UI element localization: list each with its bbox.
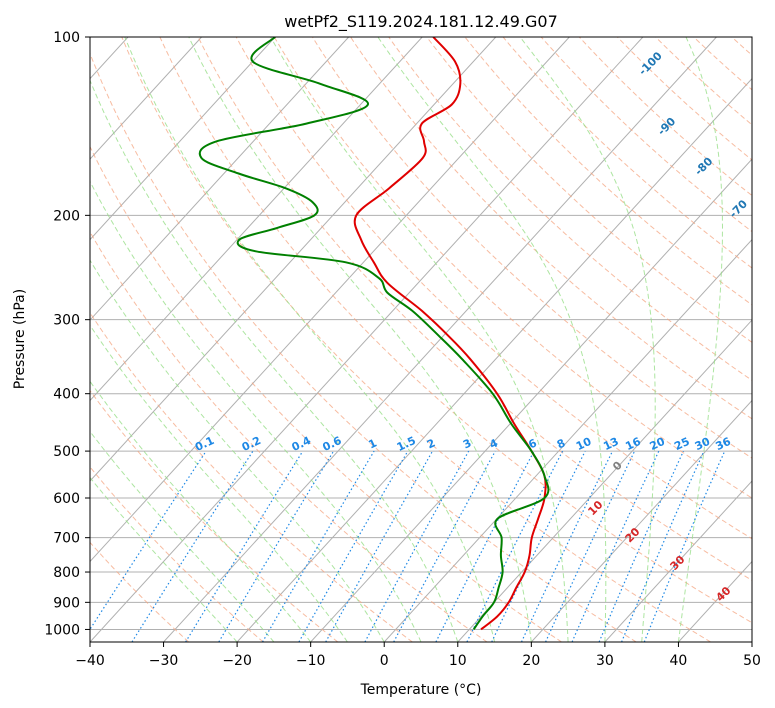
dry-adiabat (273, 37, 752, 499)
y-axis-label: Pressure (hPa) (12, 289, 28, 389)
dry-adiabat (90, 389, 339, 642)
plot-frame (89, 36, 753, 643)
dewpoint-line (198, 37, 550, 630)
dry-adiabat (197, 37, 752, 581)
plot-area: 0.1 0.2 0.4 0.6 1 1.5 2 3 4 6 8 10 13 16 20 25 30 36-100-… (90, 37, 752, 642)
isotherm--70 (90, 37, 423, 402)
y-tick-label: 100 (53, 30, 80, 46)
y-tick-label: 500 (53, 444, 80, 460)
mixing-ratio-label: 30 (693, 435, 713, 453)
x-axis-label: Temperature (°C) (360, 682, 482, 698)
moist-adiabat (90, 476, 238, 642)
mixing-ratio-label: 36 (714, 435, 734, 453)
mixing-ratio-label: 25 (672, 435, 691, 453)
mixing-ratio-label: 13 (601, 435, 620, 453)
dry-adiabat (388, 37, 752, 381)
dry-adiabat (502, 37, 752, 269)
chart-title: wetPf2_S119.2024.181.12.49.G07 (284, 12, 558, 32)
mixing-ratio-line (325, 450, 434, 642)
isotherm-20 (530, 399, 752, 642)
mixing-ratio-line (545, 450, 636, 642)
x-tick-label: 10 (449, 653, 467, 669)
moist-adiabat (90, 324, 348, 642)
x-tick-label: 0 (380, 653, 389, 669)
mixing-ratio-line (491, 450, 586, 642)
moist-adiabat (90, 79, 459, 642)
moist-adiabat (90, 259, 385, 642)
y-tick-label: 200 (53, 208, 80, 224)
isotherm-0 (383, 238, 752, 642)
x-tick-label: 50 (743, 653, 761, 669)
mixing-ratio-line (393, 450, 496, 642)
mixing-ratio-line (364, 450, 470, 642)
temperature-line (353, 37, 547, 631)
mixing-ratio-line (218, 450, 335, 642)
mixing-ratio-line (261, 450, 375, 642)
moist-adiabat (124, 37, 496, 642)
moist-adiabat (377, 37, 607, 642)
y-tick-label: 800 (53, 565, 80, 581)
dry-adiabat (578, 37, 752, 197)
x-tick-label: −30 (149, 653, 179, 669)
moist-adiabat (519, 37, 656, 642)
y-tick-label: 900 (53, 595, 80, 611)
mixing-ratio-label: 16 (623, 435, 643, 453)
dry-adiabat (90, 52, 637, 642)
y-tick-label: 600 (53, 491, 80, 507)
y-axis: 1000 900 800 700 600 500 400 300 200 100 (44, 30, 90, 638)
x-tick-label: −40 (75, 653, 105, 669)
mixing-ratio-line (298, 450, 409, 642)
x-tick-label: 20 (522, 653, 540, 669)
x-tick-label: 40 (670, 653, 688, 669)
moist-adiabat (677, 37, 723, 642)
dry-adiabat (90, 145, 562, 642)
isotherm-30 (604, 480, 752, 642)
mixing-ratio-line (131, 450, 254, 642)
dry-adiabat (350, 37, 752, 420)
dry-adiabat (159, 37, 752, 624)
mixing-ratio-line (571, 450, 660, 642)
moist-adiabat (270, 37, 569, 642)
mixing-ratio-line (621, 450, 705, 642)
x-tick-label: 30 (596, 653, 614, 669)
x-axis: −40 −30 −20 −10 0 10 20 30 40 50 (75, 642, 761, 669)
mixing-ratio-line (520, 450, 614, 642)
mixing-ratio-label: 20 (648, 435, 668, 453)
y-tick-label: 700 (53, 531, 80, 547)
y-tick-label: 1000 (44, 622, 80, 638)
isotherm--90 (90, 37, 276, 241)
y-tick-label: 300 (53, 313, 80, 329)
mixing-ratio-line (643, 450, 726, 642)
dry-adiabat (235, 37, 752, 540)
mixing-ratio-label: 10 (574, 435, 594, 453)
isotherm-10 (457, 319, 752, 642)
dry-adiabat (426, 37, 752, 343)
isotherm--30 (163, 37, 717, 642)
dry-adiabat (90, 466, 264, 642)
isotherm--100 (90, 37, 202, 160)
mixing-ratio-line (185, 450, 304, 642)
x-tick-label: −20 (222, 653, 252, 669)
x-tick-label: −10 (296, 653, 326, 669)
moist-adiabat (90, 180, 422, 642)
isotherm--60 (90, 37, 497, 482)
isotherm--20 (236, 77, 752, 642)
dry-adiabat (121, 37, 711, 642)
isotherm--50 (90, 37, 570, 563)
y-tick-label: 400 (53, 387, 80, 403)
isotherm--10 (310, 158, 752, 642)
